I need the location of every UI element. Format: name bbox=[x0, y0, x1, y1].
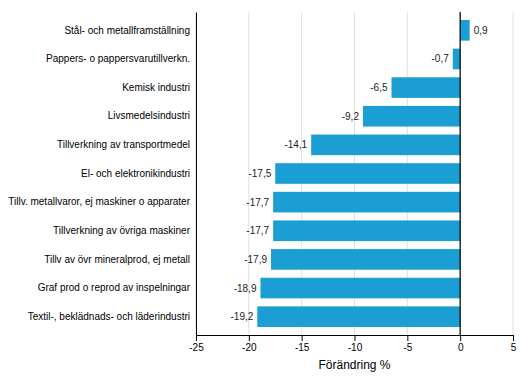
bar bbox=[460, 20, 470, 41]
data-label: -17,7 bbox=[246, 197, 269, 208]
chart: -25 -20 -15 -10 -5 0 5 Textil-, beklädnads- och… bbox=[0, 0, 529, 377]
axis-line bbox=[196, 13, 197, 336]
zero-line bbox=[460, 12, 461, 335]
tick: 5 bbox=[511, 335, 517, 353]
data-label: -18,9 bbox=[234, 283, 257, 294]
tick: -25 bbox=[189, 335, 204, 353]
data-label: -0,7 bbox=[432, 53, 450, 64]
tick-label: Kemisk industri bbox=[122, 82, 190, 93]
tick: Stål- och metallframställning bbox=[64, 25, 190, 36]
tick: Tillv. metallvaror, ej maskiner o appara… bbox=[8, 196, 190, 207]
tick-label: Graf prod o reprod av inspelningar bbox=[38, 282, 191, 293]
bar bbox=[273, 220, 460, 241]
tick: Livsmedelsindustri bbox=[108, 110, 190, 121]
tick-label: Livsmedelsindustri bbox=[108, 110, 190, 121]
tick-label: Stål- och metallframställning bbox=[64, 25, 190, 36]
tick-label: Tillverkning av övriga maskiner bbox=[53, 225, 191, 236]
tick: Tillverkning av transportmedel bbox=[57, 139, 190, 150]
data-label: -19,2 bbox=[230, 311, 253, 322]
tick-label: Tillverkning av transportmedel bbox=[57, 139, 190, 150]
tick-label: Pappers- o pappersvarutillverkn. bbox=[46, 53, 190, 64]
tick-label: Tillv. metallvaror, ej maskiner o appara… bbox=[8, 196, 190, 207]
bar bbox=[275, 163, 460, 184]
grid bbox=[196, 12, 513, 335]
tick: El- och elektronikindustri bbox=[81, 168, 190, 179]
tick: Pappers- o pappersvarutillverkn. bbox=[46, 53, 190, 64]
data-label: -14,1 bbox=[284, 139, 307, 150]
tick: Graf prod o reprod av inspelningar bbox=[38, 282, 191, 293]
tick: Kemisk industri bbox=[122, 82, 190, 93]
tick: Textil-, beklädnads- och läderindustri bbox=[28, 311, 190, 322]
bar bbox=[311, 135, 460, 156]
bar bbox=[453, 49, 460, 70]
bars bbox=[257, 12, 469, 335]
bar bbox=[257, 306, 460, 327]
tick-label: Tillv av övr mineralprod, ej metall bbox=[44, 254, 190, 265]
data-label: -9,2 bbox=[342, 111, 360, 122]
tick-label: 0 bbox=[458, 342, 464, 353]
tick: Tillverkning av övriga maskiner bbox=[53, 225, 191, 236]
tick-label: -10 bbox=[348, 342, 363, 353]
tick-label: -20 bbox=[242, 342, 257, 353]
grid-line bbox=[196, 12, 197, 335]
bar bbox=[271, 249, 460, 270]
tick: -15 bbox=[295, 335, 310, 353]
y-axis: Textil-, beklädnads- och läderindustri Gr… bbox=[8, 13, 196, 336]
data-label: -17,9 bbox=[244, 254, 267, 265]
bar bbox=[363, 106, 460, 127]
tick: -20 bbox=[242, 335, 257, 353]
tick-mark bbox=[302, 335, 303, 341]
bar bbox=[391, 77, 460, 98]
data-label: -17,7 bbox=[246, 225, 269, 236]
tick: -5 bbox=[403, 335, 412, 353]
tick-mark bbox=[460, 335, 461, 341]
plot: -25 -20 -15 -10 -5 0 5 Textil-, beklädnads- och… bbox=[8, 12, 516, 372]
tick-label: Textil-, beklädnads- och läderindustri bbox=[28, 311, 190, 322]
data-labels: -19,2 -18,9 -17,9 -17,7 -17,7 -17,5 -14,1 -9,2 -… bbox=[230, 25, 488, 322]
tick-mark bbox=[196, 335, 197, 341]
tick: 0 bbox=[458, 335, 464, 353]
data-label: -6,5 bbox=[370, 82, 388, 93]
tick-mark bbox=[513, 335, 514, 341]
x-axis: -25 -20 -15 -10 -5 0 5 bbox=[189, 335, 516, 353]
data-label: -17,5 bbox=[248, 168, 271, 179]
tick-label: El- och elektronikindustri bbox=[81, 168, 190, 179]
tick-label: -5 bbox=[403, 342, 412, 353]
grid-line bbox=[513, 12, 514, 335]
tick-mark bbox=[249, 335, 250, 341]
grid-line bbox=[460, 12, 461, 335]
bar bbox=[273, 192, 460, 213]
tick-label: 5 bbox=[511, 342, 517, 353]
data-label: 0,9 bbox=[474, 25, 488, 36]
tick-label: -15 bbox=[295, 342, 310, 353]
axis-line bbox=[197, 336, 514, 342]
tick-label: -25 bbox=[189, 342, 204, 353]
x-axis-title: Förändring % bbox=[318, 358, 390, 372]
tick: -10 bbox=[348, 335, 363, 353]
tick: Tillv av övr mineralprod, ej metall bbox=[44, 254, 190, 265]
tick-mark bbox=[355, 335, 356, 341]
tick-mark bbox=[407, 335, 408, 341]
bar bbox=[260, 278, 460, 299]
